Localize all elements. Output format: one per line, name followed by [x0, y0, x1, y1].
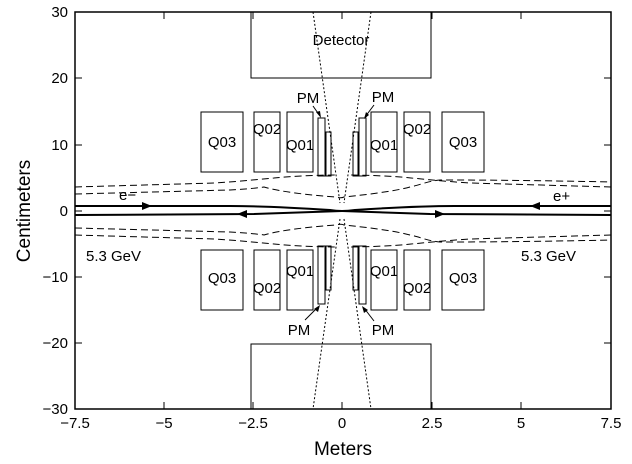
q03-label: Q03: [208, 134, 236, 151]
q01-magnet: [286, 111, 314, 173]
detector-top-block: [250, 11, 432, 79]
pm-label: PM: [372, 322, 395, 339]
pm-magnet-inner: [325, 245, 332, 291]
pm-pointer-arrowhead: [362, 306, 368, 313]
x-tick-label: −5: [155, 415, 172, 432]
q03-label: Q03: [208, 270, 236, 287]
beam-stay-clear-outer: [74, 234, 337, 248]
electron-direction-arrowhead: [435, 210, 445, 218]
beam-envelope: [74, 179, 612, 199]
x-tick-label: 2.5: [422, 415, 443, 432]
q01-magnet: [286, 249, 314, 311]
pm-magnet-inner: [352, 131, 359, 177]
q03-magnet: [200, 249, 244, 311]
x-axis-title: Meters: [314, 439, 372, 460]
y-tick-label: −10: [43, 269, 68, 286]
pm-pointer-arrowhead: [316, 111, 321, 118]
detector-bottom-block: [250, 343, 432, 410]
y-tick-label: 0: [60, 203, 68, 220]
q03-magnet: [441, 249, 485, 311]
y-tick-label: 10: [51, 137, 68, 154]
detector-label: Detector: [313, 32, 370, 49]
q01-label: Q01: [370, 137, 398, 154]
pm-magnet-inner: [325, 131, 332, 177]
positron-beam-path: [341, 205, 611, 212]
pm-pointer-arrowhead: [364, 112, 369, 119]
y-tick-label: −20: [43, 335, 68, 352]
q02-label: Q02: [253, 280, 281, 297]
y-tick-label: −30: [43, 401, 68, 418]
acceptance-cone-line: [343, 11, 372, 204]
positron-direction-arrowhead: [237, 210, 247, 218]
electron-energy-label: 5.3 GeV: [86, 248, 141, 265]
electron-beam-path: [341, 210, 612, 216]
pm-magnet-inner: [352, 245, 359, 291]
beam-stay-clear-outer: [348, 234, 612, 248]
y-tick-label: 20: [51, 70, 68, 87]
beam-envelope: [74, 223, 612, 243]
beam-stay-clear-outer: [348, 174, 612, 188]
pm-magnet: [317, 245, 326, 305]
electron-beam-path: [75, 205, 343, 212]
q03-label: Q03: [449, 270, 477, 287]
positron-direction-arrowhead: [530, 202, 540, 210]
q01-label: Q01: [286, 263, 314, 280]
x-tick-label: −2.5: [238, 415, 268, 432]
x-tick-label: −7.5: [60, 415, 90, 432]
x-tick-label: 0: [338, 415, 346, 432]
q02-label: Q02: [253, 121, 281, 138]
positron-energy-label: 5.3 GeV: [521, 248, 576, 265]
y-tick-label: 30: [51, 4, 68, 21]
positron-label: e+: [553, 188, 570, 205]
q01-magnet: [370, 249, 398, 311]
electron-direction-arrowhead: [142, 202, 152, 210]
electron-label: e−: [119, 187, 136, 204]
pm-pointer-arrowhead: [314, 305, 320, 312]
pm-label: PM: [372, 89, 395, 106]
q02-magnet: [253, 249, 281, 311]
pm-magnet: [358, 245, 367, 305]
q02-magnet: [403, 249, 431, 311]
x-tick-label: 5: [517, 415, 525, 432]
pm-label: PM: [297, 90, 320, 107]
q02-magnet: [253, 111, 281, 173]
q01-magnet: [370, 111, 398, 173]
q02-magnet: [403, 111, 431, 173]
x-axis-ticks: [74, 12, 612, 409]
acceptance-cone-line: [312, 11, 341, 204]
y-axis-title: Centimeters: [14, 160, 35, 262]
pm-label: PM: [288, 322, 311, 339]
q03-magnet: [441, 111, 485, 173]
q01-label: Q01: [370, 263, 398, 280]
positron-beam-path: [74, 210, 343, 216]
q03-magnet: [200, 111, 244, 173]
x-tick-label: 7.5: [601, 415, 622, 432]
y-axis-ticks: [75, 11, 611, 410]
q02-label: Q02: [403, 121, 431, 138]
q03-label: Q03: [449, 134, 477, 151]
beam-stay-clear-outer: [74, 174, 337, 188]
q01-label: Q01: [286, 137, 314, 154]
pm-magnet: [317, 117, 326, 177]
q02-label: Q02: [403, 280, 431, 297]
pm-magnet: [358, 117, 367, 177]
